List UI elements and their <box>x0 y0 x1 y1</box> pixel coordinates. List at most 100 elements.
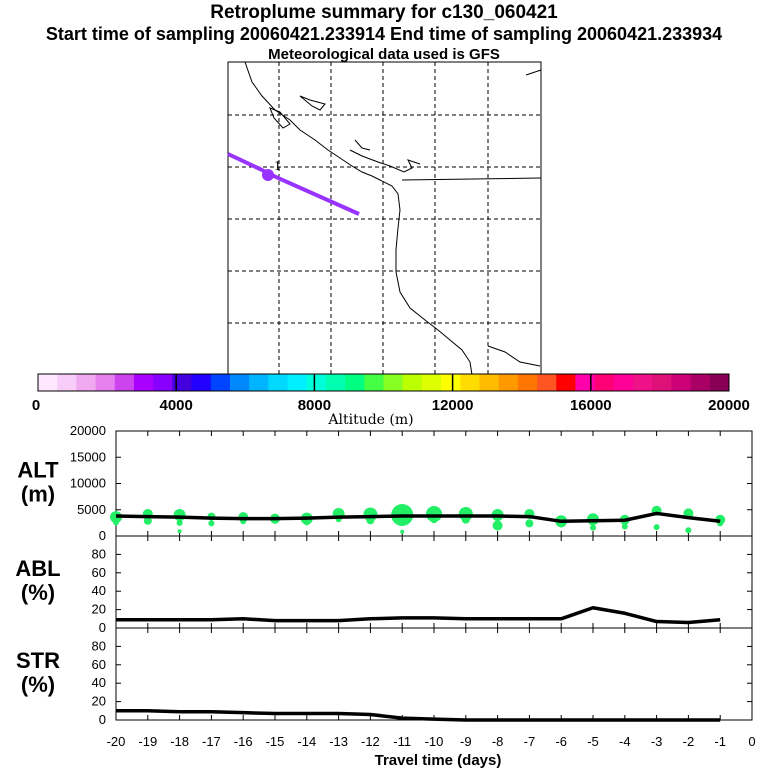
alt-series-line <box>115 511 721 524</box>
colorbar-frame <box>37 373 730 392</box>
altitude-bubble <box>590 524 596 531</box>
x-tick-label: -16 <box>234 734 253 749</box>
y-tick-label: 10000 <box>70 476 106 491</box>
colorbar-swatch-1 <box>57 374 77 391</box>
x-tick-label: -4 <box>619 734 631 749</box>
chart-title: Retroplume summary for c130_060421 <box>210 2 558 23</box>
x-tick-label: 0 <box>748 734 755 749</box>
x-tick-label: -8 <box>492 734 504 749</box>
x-tick-label: -11 <box>393 734 411 749</box>
x-tick-label: -2 <box>683 734 695 749</box>
colorbar-swatch-16 <box>345 374 365 391</box>
altitude-bubble <box>113 519 119 526</box>
y-tick-label: 80 <box>92 638 106 653</box>
colorbar-swatch-23 <box>479 374 500 391</box>
x-tick-label: -15 <box>266 734 285 749</box>
y-tick-label: 5000 <box>77 502 106 517</box>
x-tick-label: -1 <box>714 734 726 749</box>
alt-unit: (m) <box>21 482 55 507</box>
y-tick-label: 20000 <box>70 423 106 438</box>
map-grid <box>228 62 541 375</box>
altitude-bubble <box>173 509 186 521</box>
colorbar-swatch-30 <box>613 374 634 391</box>
colorbar-swatch-13 <box>287 374 308 391</box>
x-tick-label: -18 <box>170 734 189 749</box>
sampling-point-marker <box>262 169 274 181</box>
colorbar-label: Altitude (m) <box>327 412 413 428</box>
colorbar-swatch-3 <box>95 374 116 391</box>
colorbar-swatch-27 <box>556 374 576 391</box>
coastline <box>244 61 542 376</box>
colorbar-swatch-7 <box>172 374 193 391</box>
colorbar-swatch-17 <box>364 374 384 391</box>
colorbar-swatch-14 <box>306 374 327 391</box>
colorbar-swatch-34 <box>690 374 711 391</box>
sampling-time-subtitle: Start time of sampling 20060421.233914 E… <box>45 24 723 44</box>
y-tick-label: 15000 <box>70 449 106 464</box>
colorbar-swatch-26 <box>537 374 557 391</box>
y-tick-label: 60 <box>92 565 106 580</box>
colorbar-tick-label: 16000 <box>570 397 612 414</box>
colorbar-swatch-5 <box>133 374 154 391</box>
colorbar-tick-label: 0 <box>32 397 40 414</box>
colorbar-swatch-32 <box>652 374 672 391</box>
str-frame <box>115 627 753 721</box>
colorbar-swatch-4 <box>114 374 135 391</box>
x-tick-label: -14 <box>297 734 316 749</box>
x-tick-label: -12 <box>361 734 380 749</box>
colorbar-swatch-11 <box>249 374 269 391</box>
y-tick-label: 40 <box>92 583 106 598</box>
altitude-bubble <box>208 520 215 527</box>
colorbar-swatch-9 <box>210 374 231 391</box>
altitude-colorbar: 0 4000 8000 12000 16000 20000 <box>32 373 750 414</box>
meteorology-subtitle: Meteorological data used is GFS <box>268 46 500 63</box>
y-tick-label: 20 <box>92 694 106 709</box>
alt-label: ALT <box>17 458 59 483</box>
x-tick-label: -10 <box>425 734 444 749</box>
altitude-bubble <box>303 519 310 526</box>
altitude-bubble <box>426 505 442 522</box>
colorbar-swatch-35 <box>709 374 730 391</box>
altitude-bubble <box>685 527 692 534</box>
colorbar-swatch-2 <box>76 374 97 391</box>
colorbar-swatch-19 <box>402 374 423 391</box>
colorbar-swatch-31 <box>633 374 653 391</box>
altitude-bubble <box>143 516 152 525</box>
x-tick-label: -20 <box>107 734 126 749</box>
alt-panel: 20000 15000 10000 5000 0 ALT(m) <box>17 423 753 543</box>
x-tick-label: -13 <box>329 734 348 749</box>
colorbar-tick-label: 12000 <box>432 397 474 414</box>
colorbar-swatch-22 <box>460 374 480 391</box>
colorbar-tick-label: 8000 <box>298 397 331 414</box>
colorbar-swatch-10 <box>229 374 250 391</box>
x-tick-label: -19 <box>138 734 157 749</box>
altitude-bubble <box>400 529 405 534</box>
colorbar-swatch-6 <box>153 374 173 391</box>
x-tick-label: -6 <box>555 734 567 749</box>
x-tick-label: -3 <box>651 734 663 749</box>
y-tick-label: 0 <box>99 712 106 727</box>
colorbar-swatch-33 <box>671 374 692 391</box>
str-panel: 80 60 40 20 0 STR(%) <box>16 627 753 727</box>
colorbar-tick-label: 4000 <box>160 397 193 414</box>
chart-panels: 20000150001000050000ALT(m)806040200ABL(%… <box>15 423 755 749</box>
x-tick-label: -9 <box>460 734 472 749</box>
colorbar-swatch-28 <box>575 374 596 391</box>
colorbar-swatch-29 <box>594 374 615 391</box>
altitude-bubble <box>176 519 183 526</box>
altitude-bubble <box>621 523 628 530</box>
altitude-bubble <box>177 529 182 534</box>
y-tick-label: 0 <box>99 528 106 543</box>
altitude-bubble <box>653 524 660 531</box>
altitude-bubble <box>492 520 503 531</box>
abl-series-line <box>116 606 721 625</box>
y-tick-label: 20 <box>92 602 106 617</box>
colorbar-swatch-24 <box>498 374 519 391</box>
marker-label: 1 <box>274 159 281 174</box>
colorbar-swatch-15 <box>325 374 346 391</box>
colorbar-swatch-18 <box>383 374 404 391</box>
colorbar-swatch-12 <box>268 374 289 391</box>
y-tick-label: 40 <box>92 675 106 690</box>
str-series-line <box>116 709 721 722</box>
